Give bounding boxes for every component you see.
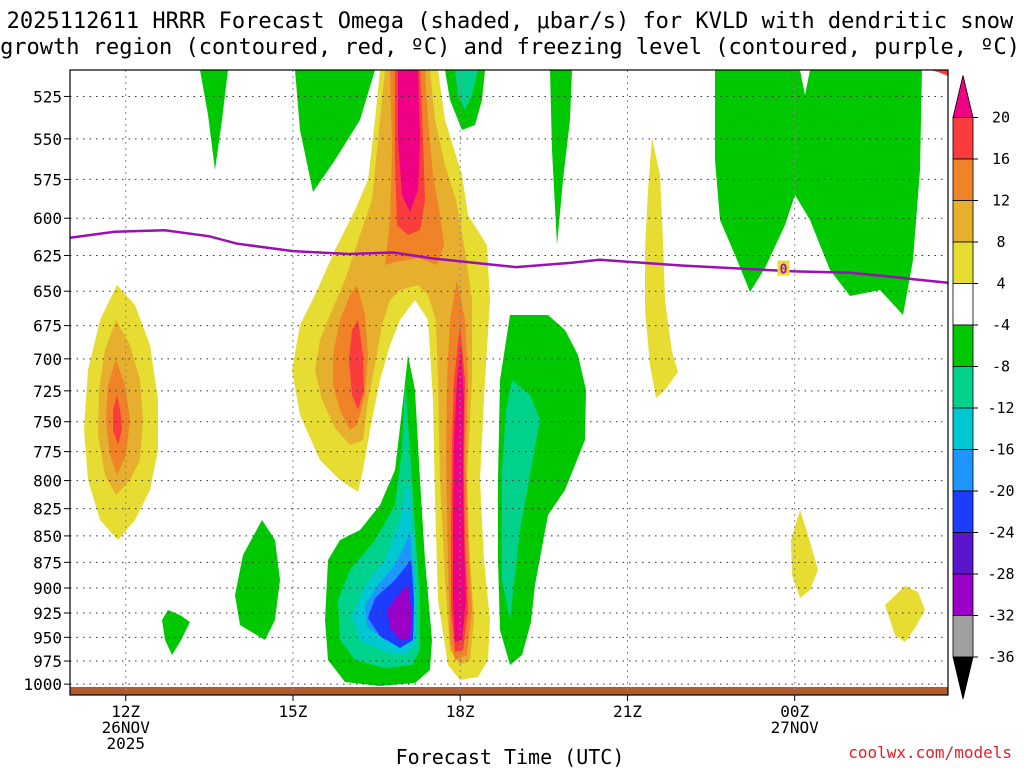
x-tick-label: 15Z <box>279 702 308 721</box>
omega-area-yellow <box>645 138 678 398</box>
colorbar-tick-label: 8 <box>996 233 1005 251</box>
omega-area-magenta <box>398 70 420 212</box>
colorbar: 20 16 12 8 4 -4 -8 -12 -16 -20 -24 -28 -32 -36 <box>952 75 1015 700</box>
omega-area-teal <box>455 70 478 110</box>
colorbar-tick-label: -16 <box>987 441 1014 459</box>
y-tick-label: 650 <box>33 282 62 301</box>
colorbar-tick-label: 20 <box>992 109 1010 127</box>
colorbar-segment <box>952 490 974 533</box>
chart-title-line1: 2025112611 HRRR Forecast Omega (shaded, … <box>7 9 1014 34</box>
omega-area-yellow <box>885 586 925 642</box>
omega-area-purple <box>387 585 412 640</box>
omega-area-red <box>113 395 122 445</box>
colorbar-min-triangle <box>952 656 974 700</box>
y-tick-label: 925 <box>33 604 62 623</box>
y-tick-label: 875 <box>33 553 62 572</box>
y-tick-label: 725 <box>33 382 62 401</box>
y-tick-label: 850 <box>33 527 62 546</box>
freezing-level-label-bg <box>777 260 790 276</box>
x-tick-label: 27NOV <box>771 718 820 737</box>
colorbar-segment <box>952 615 974 658</box>
colorbar-tick-label: -24 <box>987 524 1014 542</box>
omega-area-green <box>715 70 922 315</box>
y-tick-label: 900 <box>33 579 62 598</box>
colorbar-segment <box>952 366 974 409</box>
colorbar-tick-label: -20 <box>987 482 1014 500</box>
x-tick-label: 2025 <box>106 734 145 753</box>
y-tick-label: 750 <box>33 413 62 432</box>
omega-area-magenta <box>453 345 466 642</box>
colorbar-segment <box>952 449 974 492</box>
ground-strip <box>70 687 948 695</box>
freezing-level-line <box>69 229 949 285</box>
colorbar-tick-label: 16 <box>992 150 1010 168</box>
grid-layer <box>70 70 948 695</box>
omega-area-green <box>200 70 228 170</box>
y-tick-label: 575 <box>33 170 62 189</box>
y-tick-label: 1000 <box>23 675 62 694</box>
colorbar-tick-label: -36 <box>987 648 1014 666</box>
y-tick-label: 975 <box>33 652 62 671</box>
omega-area-yellow <box>791 510 818 598</box>
x-tick-label: 12Z <box>111 702 140 721</box>
colorbar-tick-label: -4 <box>992 316 1010 334</box>
y-tick-label: 700 <box>33 350 62 369</box>
omega-area-green <box>235 520 280 640</box>
colorbar-segment <box>952 407 974 450</box>
omega-fill-layer <box>70 70 948 695</box>
colorbar-segment <box>952 573 974 616</box>
x-tick-label: 21Z <box>613 702 642 721</box>
colorbar-tick-label: -28 <box>987 565 1014 583</box>
colorbar-segment <box>952 241 974 284</box>
y-tick-label: 525 <box>33 87 62 106</box>
y-tick-label: 800 <box>33 472 62 491</box>
omega-area-teal <box>502 380 540 620</box>
colorbar-segment <box>952 532 974 575</box>
x-axis-title: Forecast Time (UTC) <box>396 745 625 768</box>
credit-text: coolwx.com/models <box>848 743 1012 762</box>
y-tick-label: 675 <box>33 317 62 336</box>
y-axis: 525 550 575 600 625 650 675 700 725 750 775 800 825 8… <box>23 87 70 694</box>
colorbar-tick-label: -32 <box>987 607 1014 625</box>
y-tick-label: 775 <box>33 443 62 462</box>
plot-frame <box>69 69 949 696</box>
colorbar-segment <box>952 283 974 326</box>
omega-area-red <box>349 320 364 410</box>
y-tick-label: 600 <box>33 209 62 228</box>
colorbar-segment <box>952 200 974 243</box>
colorbar-segment <box>952 158 974 201</box>
colorbar-tick-label: -8 <box>992 358 1010 376</box>
omega-area-green <box>162 610 190 655</box>
freezing-level-label: 0 <box>780 262 788 277</box>
omega-area-green <box>295 70 375 192</box>
colorbar-tick-label: 12 <box>992 192 1010 210</box>
colorbar-tick-label: -12 <box>987 399 1014 417</box>
omega-area-green <box>550 70 572 245</box>
omega-area-red-sliver <box>930 70 948 76</box>
y-tick-label: 825 <box>33 500 62 519</box>
colorbar-segment <box>952 324 974 367</box>
colorbar-max-triangle <box>952 75 974 118</box>
chart-title-line2: growth region (contoured, red, ºC) and f… <box>0 35 1020 60</box>
x-tick-label: 18Z <box>446 702 475 721</box>
y-tick-label: 950 <box>33 628 62 647</box>
y-tick-label: 625 <box>33 246 62 265</box>
x-tick-label: 26NOV <box>102 718 151 737</box>
y-tick-label: 550 <box>33 130 62 149</box>
x-tick-label: 00Z <box>780 702 809 721</box>
colorbar-tick-label: 4 <box>996 275 1005 293</box>
colorbar-segment <box>952 117 974 160</box>
